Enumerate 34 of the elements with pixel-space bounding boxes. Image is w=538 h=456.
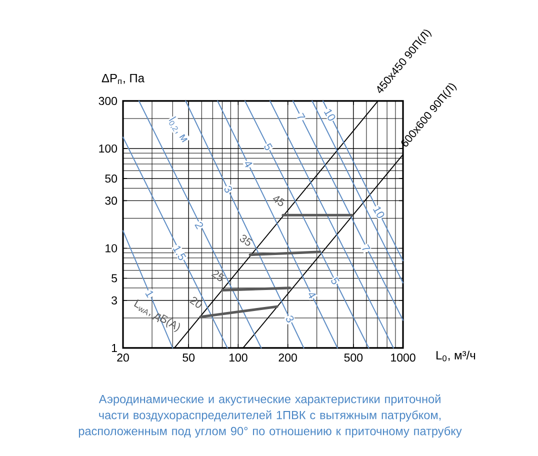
x-tick-label: 20 xyxy=(117,354,129,362)
annotation: 1.5 xyxy=(172,246,186,260)
annotation: 10 xyxy=(324,109,336,121)
x-axis-title: L$_{0}$, м³/ч xyxy=(436,350,476,362)
text: 25 xyxy=(211,270,225,282)
x-tick-label: 50 xyxy=(182,354,195,362)
x-tick-label: 200 xyxy=(278,354,297,362)
y-tick-label: 100 xyxy=(99,144,118,153)
y-tick-label: 300 xyxy=(98,96,118,106)
x-tick-label: 100 xyxy=(229,354,248,362)
annotation: 7 xyxy=(362,244,370,250)
x-tick-label: 500 xyxy=(344,354,363,362)
annotation: 5 xyxy=(264,143,273,150)
annotation: 4 xyxy=(245,162,252,168)
y-tick-label: 50 xyxy=(105,174,118,183)
y-axis-title: ΔP$_{п}$, Па xyxy=(102,74,145,84)
annotation: 5 xyxy=(331,277,340,284)
text: Аэродинамические и акустические характеристики приточной части воздухораспределителей 1ПВК с вытяжным патрубком, расположенным под углом 90° по отношению к приточному патрубку xyxy=(78,394,462,438)
y-tick-label: 30 xyxy=(105,196,118,205)
annotation: 4 xyxy=(308,293,316,298)
y-tick-label: 1 xyxy=(112,344,117,352)
annotation: 10 xyxy=(372,206,384,218)
annotation: 3 xyxy=(286,316,294,322)
text: 20 xyxy=(190,296,202,308)
y-tick-label: 3 xyxy=(112,296,117,304)
text: 35 xyxy=(240,234,252,246)
annotation: 1 xyxy=(145,290,154,298)
y-tick-label: 10 xyxy=(106,244,118,252)
annotation: 2 xyxy=(194,222,203,230)
annotation: 7 xyxy=(297,112,306,119)
x-tick-label: 1000 xyxy=(391,354,416,362)
y-tick-label: 5 xyxy=(112,274,117,282)
annotation: 3 xyxy=(224,186,232,193)
text: 45 xyxy=(272,196,286,206)
